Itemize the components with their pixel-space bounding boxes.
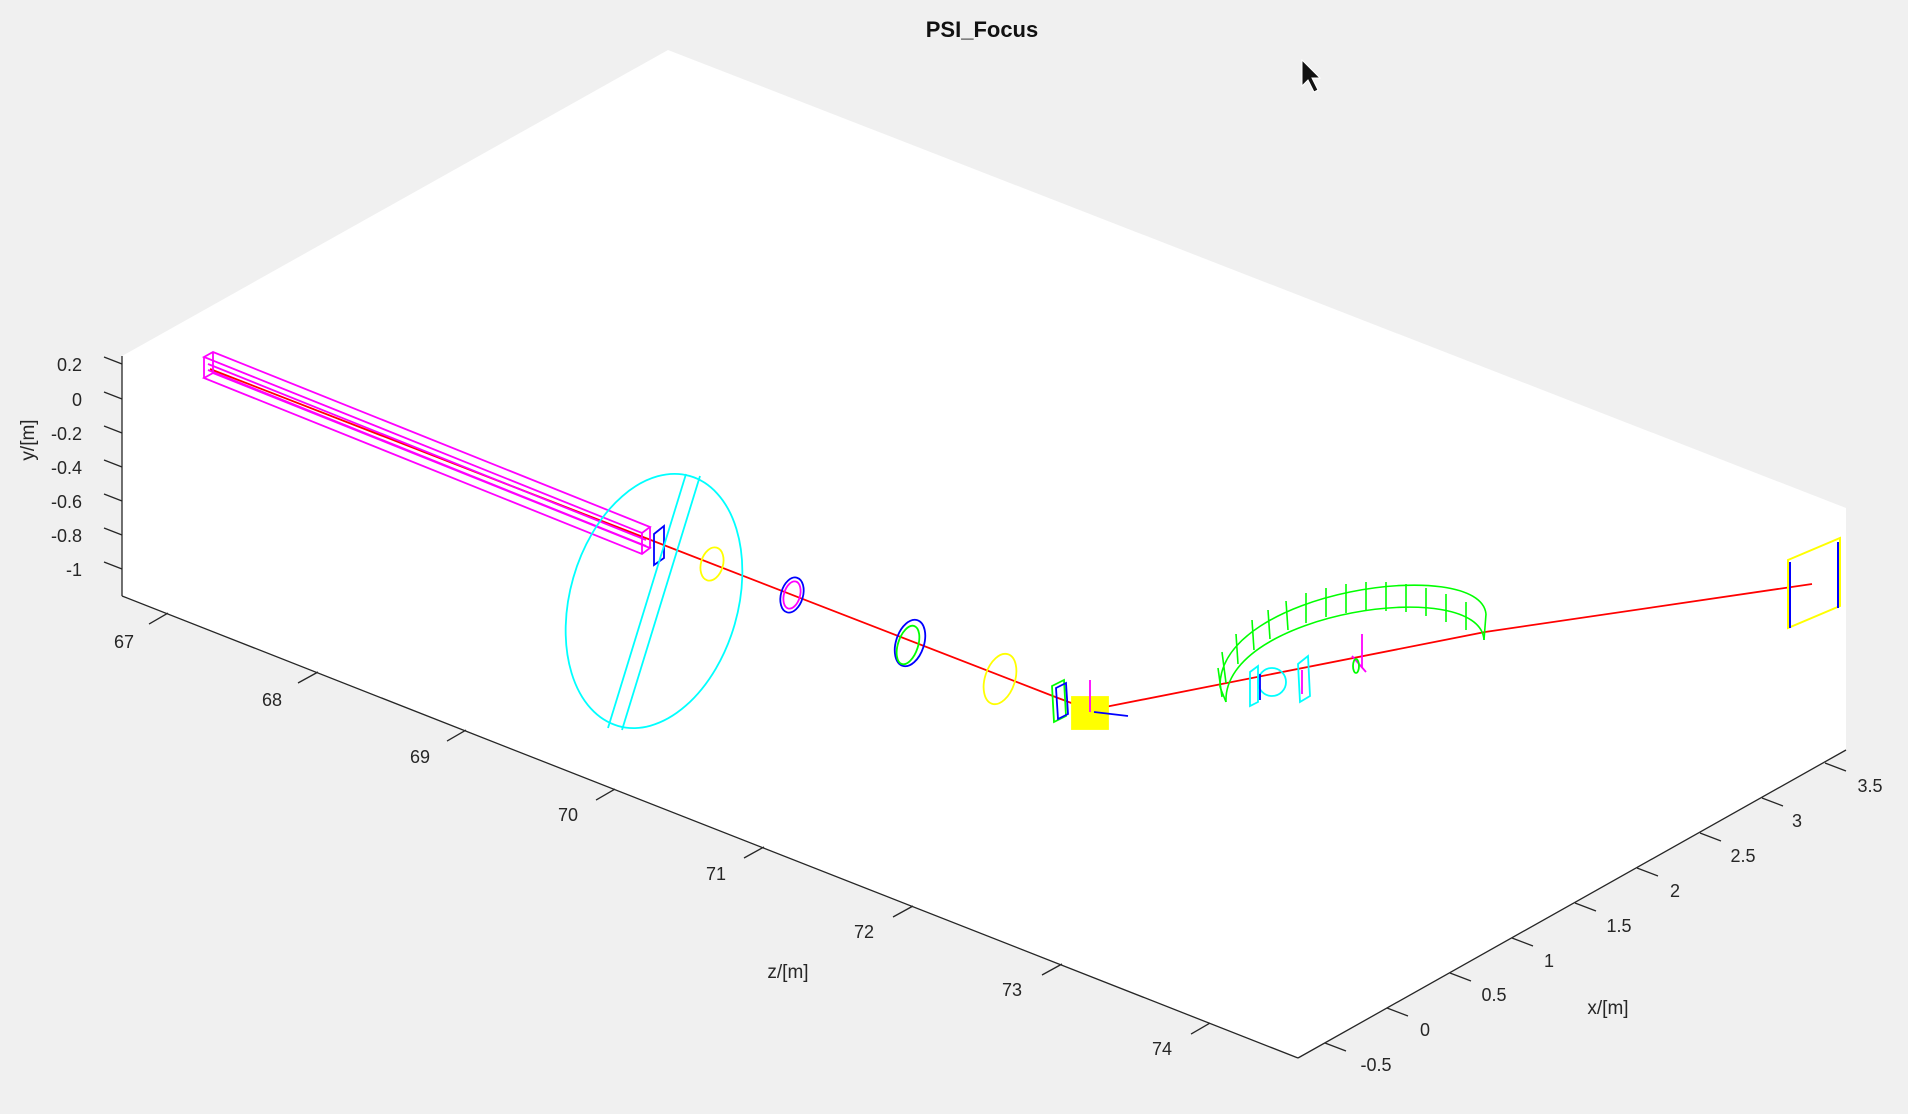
- y-tick-mark: [103, 391, 123, 400]
- x-tick-mark: [1574, 902, 1597, 912]
- z-tick-label: 73: [1002, 980, 1022, 1000]
- z-tick-mark: [892, 905, 914, 918]
- z-axis-line: [121, 595, 1299, 1059]
- x-tick-mark: [1324, 1042, 1347, 1052]
- x-tick-label: 2: [1670, 881, 1680, 901]
- z-tick-mark: [595, 788, 616, 801]
- z-tick-label: 67: [114, 632, 134, 652]
- y-tick-label: 0: [72, 390, 82, 410]
- cyan-disk-chopper: [564, 473, 744, 731]
- blue-aperture: [653, 524, 665, 567]
- y-tick-mark: [103, 561, 123, 570]
- x-tick-label: 0: [1420, 1020, 1430, 1040]
- x-tick-label: 1.5: [1606, 916, 1631, 936]
- z-tick-label: 71: [706, 864, 726, 884]
- y-tick-label: -0.8: [51, 526, 82, 546]
- magenta-guide: [201, 351, 652, 556]
- z-tick-label: 69: [410, 747, 430, 767]
- y-axis-ticks: 0.2 0 -0.2 -0.4 -0.6 -0.8 -1: [51, 355, 123, 580]
- z-tick-label: 72: [854, 922, 874, 942]
- x-axis-line: [1297, 749, 1847, 1059]
- y-tick-mark: [103, 459, 123, 468]
- x-tick-mark: [1386, 1007, 1409, 1017]
- y-tick-mark: [103, 425, 123, 434]
- y-tick-label: 0.2: [57, 355, 82, 375]
- z-tick-mark: [446, 729, 467, 742]
- z-tick-mark: [1190, 1022, 1211, 1035]
- y-tick-label: -0.4: [51, 458, 82, 478]
- small-monitor: [1351, 634, 1367, 674]
- y-tick-label: -1: [66, 560, 82, 580]
- y-tick-mark: [103, 527, 123, 536]
- sample-assembly: [1051, 678, 1129, 730]
- z-tick-label: 74: [1152, 1039, 1172, 1059]
- z-tick-label: 70: [558, 805, 578, 825]
- x-axis-label: x/[m]: [1587, 998, 1628, 1019]
- mouse-pointer-icon: [1301, 58, 1322, 93]
- x-axis-ticks: -0.5 0 0.5 1 1.5 2 2.5 3 3.5: [1324, 762, 1883, 1075]
- z-tick-mark: [297, 671, 319, 684]
- z-tick-mark: [1041, 963, 1063, 976]
- x-tick-label: 3.5: [1857, 776, 1882, 796]
- y-tick-label: -0.2: [51, 424, 82, 444]
- x-tick-label: -0.5: [1360, 1055, 1391, 1075]
- x-tick-label: 2.5: [1730, 846, 1755, 866]
- x-tick-label: 1: [1544, 951, 1554, 971]
- x-tick-mark: [1699, 832, 1722, 842]
- yellow-large-ring: [982, 652, 1018, 706]
- z-axis-label: z/[m]: [767, 962, 808, 983]
- x-tick-mark: [1511, 937, 1534, 947]
- y-axis-label: y/[m]: [18, 419, 39, 460]
- x-tick-mark: [1824, 762, 1847, 772]
- figure-title: PSI_Focus: [926, 17, 1038, 42]
- z-axis-ticks: 67 68 69 70 71 72 73 74: [114, 612, 1211, 1059]
- yellow-ring: [699, 546, 725, 582]
- x-tick-mark: [1761, 797, 1784, 807]
- y-tick-mark: [103, 493, 123, 502]
- z-tick-label: 68: [262, 690, 282, 710]
- axes-background: [122, 50, 1846, 1058]
- y-tick-label: -0.6: [51, 492, 82, 512]
- x-tick-mark: [1449, 972, 1472, 982]
- cyan-analyser: [1249, 654, 1311, 708]
- green-detector-bank: [1217, 582, 1487, 703]
- y-tick-mark: [103, 356, 123, 365]
- x-tick-mark: [1636, 867, 1659, 877]
- end-detector: [1787, 536, 1841, 630]
- z-tick-mark: [743, 846, 765, 859]
- blue-magenta-ring: [779, 576, 805, 614]
- x-tick-label: 3: [1792, 811, 1802, 831]
- x-tick-label: 0.5: [1481, 985, 1506, 1005]
- blue-green-ring: [893, 618, 927, 668]
- z-tick-mark: [148, 612, 169, 625]
